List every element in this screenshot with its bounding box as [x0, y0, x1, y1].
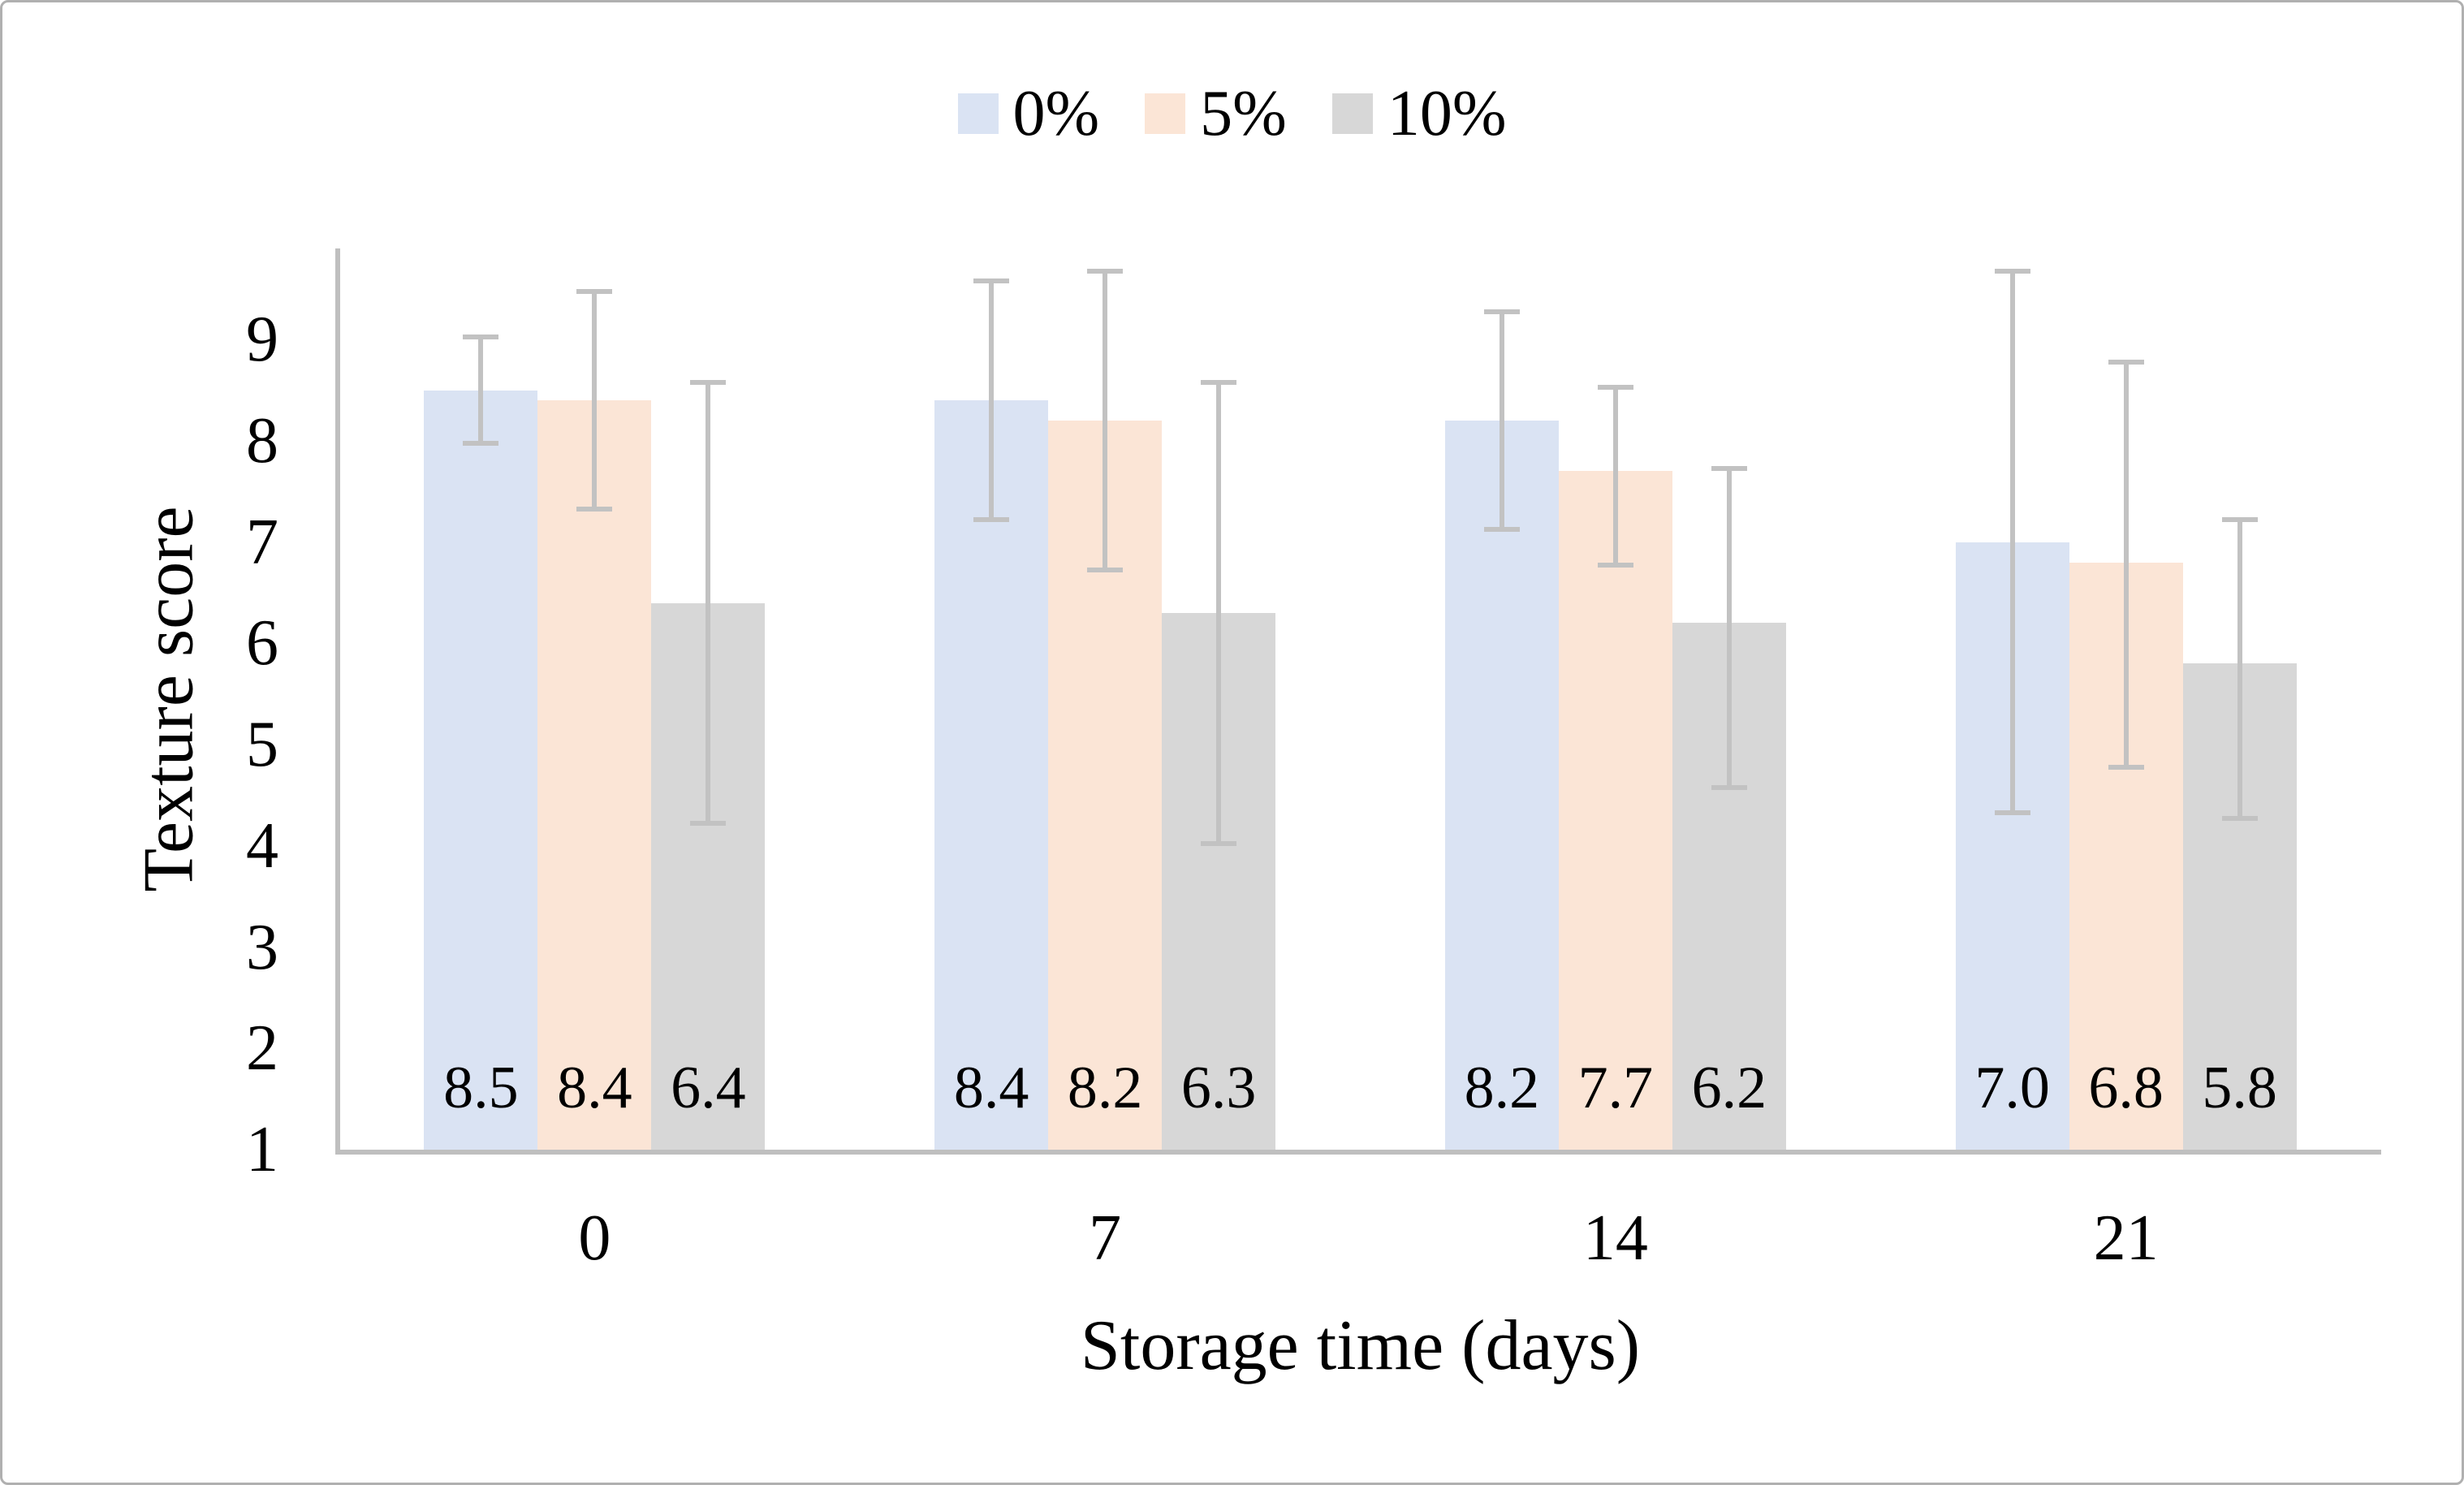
error-bar-5%-day7 — [1087, 268, 1124, 573]
error-bar-0%-day21 — [1994, 268, 2030, 816]
bar-value-label-10%-day7: 6.3 — [1180, 1055, 1257, 1121]
y-axis-line — [335, 248, 340, 1155]
error-bar-bottom-cap — [2221, 815, 2258, 821]
error-bar-stem — [1103, 268, 1108, 573]
error-bar-stem — [1499, 309, 1504, 533]
x-tick-label-14: 14 — [1582, 1202, 1648, 1274]
y-tick-label-9: 9 — [246, 304, 278, 376]
error-bar-top-cap — [1201, 380, 1237, 386]
error-bar-top-cap — [463, 335, 499, 339]
error-bar-bottom-cap — [1994, 810, 2030, 816]
bar-5%-day0 — [537, 400, 652, 1150]
y-tick-label-4: 4 — [246, 809, 278, 882]
error-bar-top-cap — [690, 380, 727, 386]
legend-item-5%: 5% — [1145, 81, 1287, 146]
legend-item-0%: 0% — [957, 78, 1100, 149]
error-bar-stem — [989, 278, 995, 522]
x-tick-label-7: 7 — [1089, 1202, 1122, 1274]
error-bar-stem — [2123, 360, 2129, 771]
error-bar-stem — [2009, 268, 2015, 816]
legend: 0% 5% 10% — [2, 81, 2462, 146]
x-axis-line — [335, 1150, 2381, 1155]
bar-value-label-10%-day21: 5.8 — [2202, 1055, 2277, 1121]
y-tick-label-1: 1 — [246, 1114, 278, 1185]
bar-0%-day0 — [424, 390, 538, 1150]
x-axis-title: Storage time (days) — [1080, 1306, 1641, 1385]
legend-item-10%: 10% — [1331, 78, 1507, 149]
error-bar-stem — [2237, 516, 2242, 821]
error-bar-10%-day0 — [690, 380, 727, 826]
error-bar-bottom-cap — [690, 820, 727, 826]
legend-swatch-0% — [957, 93, 999, 134]
bar-value-label-0%-day7: 8.4 — [953, 1055, 1029, 1121]
bar-value-label-5%-day0: 8.4 — [557, 1055, 632, 1121]
bar-value-label-10%-day14: 6.2 — [1691, 1055, 1767, 1121]
y-tick-label-5: 5 — [246, 709, 278, 781]
error-bar-bottom-cap — [2108, 765, 2144, 771]
error-bar-0%-day14 — [1483, 309, 1520, 533]
y-tick-label-2: 2 — [246, 1012, 278, 1085]
error-bar-0%-day7 — [973, 278, 1010, 522]
x-tick-label-0: 0 — [578, 1202, 611, 1274]
bar-value-label-0%-day0: 8.5 — [443, 1055, 519, 1121]
bar-value-label-10%-day0: 6.4 — [671, 1055, 746, 1121]
error-bar-bottom-cap — [973, 516, 1010, 522]
error-bar-top-cap — [973, 278, 1010, 284]
error-bar-top-cap — [1994, 268, 2030, 274]
error-bar-bottom-cap — [1597, 562, 1633, 568]
legend-swatch-5% — [1145, 93, 1186, 134]
error-bar-top-cap — [2108, 360, 2144, 365]
error-bar-bottom-cap — [1711, 785, 1747, 791]
bar-value-label-5%-day21: 6.8 — [2088, 1055, 2164, 1121]
error-bar-0%-day0 — [463, 335, 499, 447]
legend-label: 5% — [1200, 78, 1287, 149]
y-tick-label-6: 6 — [246, 607, 278, 680]
error-bar-bottom-cap — [1201, 840, 1237, 846]
bar-value-label-5%-day14: 7.7 — [1577, 1055, 1654, 1121]
legend-label: 10% — [1387, 78, 1507, 149]
error-bar-5%-day21 — [2108, 360, 2144, 771]
y-tick-label-7: 7 — [246, 506, 278, 578]
error-bar-top-cap — [1087, 268, 1124, 274]
legend-label: 0% — [1012, 78, 1100, 149]
y-tick-label-8: 8 — [246, 404, 278, 477]
error-bar-stem — [1726, 466, 1732, 791]
error-bar-10%-day7 — [1201, 380, 1237, 846]
error-bar-bottom-cap — [576, 507, 613, 512]
bar-value-label-5%-day7: 8.2 — [1067, 1055, 1143, 1121]
error-bar-stem — [1612, 385, 1618, 568]
error-bar-top-cap — [2221, 516, 2258, 522]
bar-0%-day14 — [1444, 421, 1559, 1150]
error-bar-bottom-cap — [463, 441, 499, 447]
bar-5%-day14 — [1558, 471, 1672, 1150]
legend-swatch-10% — [1331, 93, 1373, 134]
error-bar-top-cap — [1711, 466, 1747, 472]
error-bar-10%-day21 — [2221, 516, 2258, 821]
bar-value-label-0%-day14: 8.2 — [1464, 1055, 1540, 1121]
error-bar-5%-day0 — [576, 288, 613, 512]
error-bar-stem — [706, 380, 711, 826]
error-bar-bottom-cap — [1087, 568, 1124, 573]
error-bar-10%-day14 — [1711, 466, 1747, 791]
bar-value-label-0%-day21: 7.0 — [1974, 1055, 2050, 1121]
error-bar-bottom-cap — [1483, 527, 1520, 533]
error-bar-top-cap — [1597, 385, 1633, 391]
error-bar-stem — [1216, 380, 1222, 846]
error-bar-top-cap — [576, 288, 613, 294]
error-bar-stem — [592, 288, 598, 512]
error-bar-5%-day14 — [1597, 385, 1633, 568]
y-tick-label-3: 3 — [246, 911, 278, 983]
error-bar-top-cap — [1483, 309, 1520, 314]
x-tick-label-21: 21 — [2093, 1202, 2159, 1274]
error-bar-stem — [478, 335, 484, 447]
bar-0%-day7 — [934, 400, 1049, 1150]
